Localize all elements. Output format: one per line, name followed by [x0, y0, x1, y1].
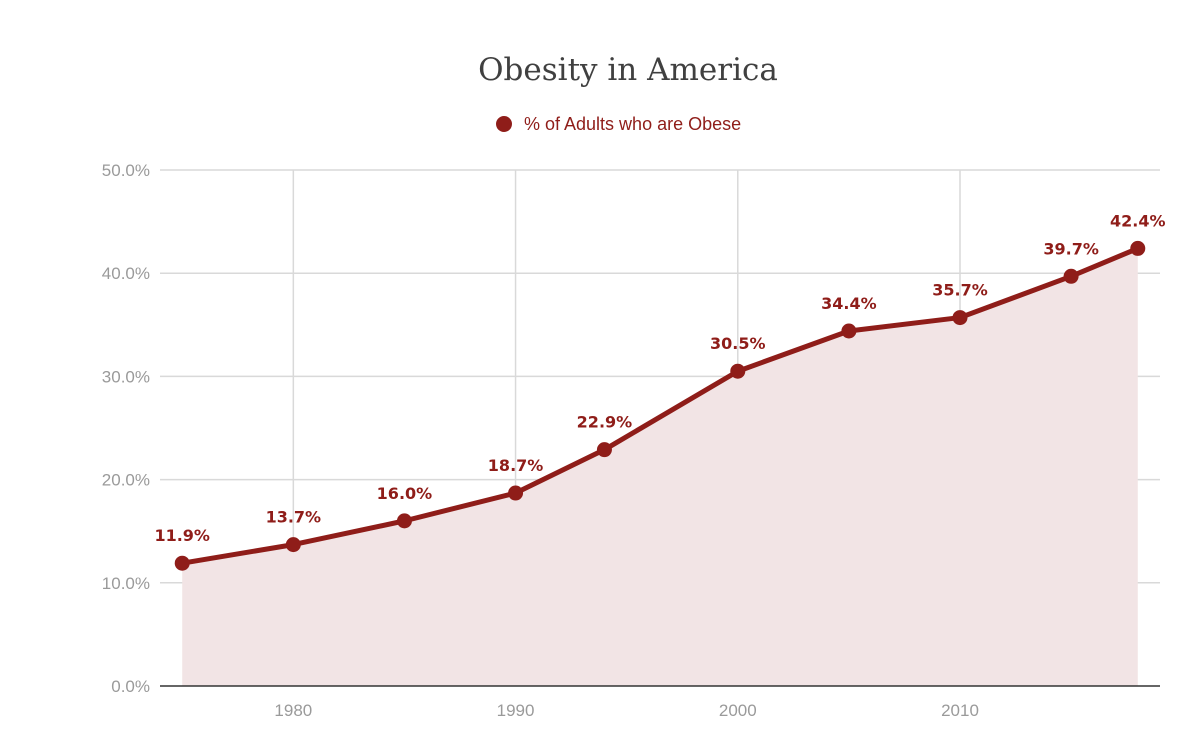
chart-title: Obesity in America	[478, 52, 778, 88]
data-point	[730, 363, 746, 379]
y-tick-label: 0.0%	[111, 677, 150, 696]
data-label: 13.7%	[266, 508, 322, 527]
data-point	[1130, 240, 1146, 256]
data-point	[396, 513, 412, 529]
y-tick-label: 10.0%	[102, 574, 150, 593]
x-tick-label: 2010	[941, 701, 979, 720]
data-label: 18.7%	[488, 456, 544, 475]
data-label: 42.4%	[1110, 211, 1166, 230]
data-label-layer: 11.9% 13.7% 16.0% 18.7% 22.9% 30.5% 34.4% 35.7%…	[154, 211, 1165, 545]
data-label: 11.9%	[154, 526, 210, 545]
data-point	[285, 537, 301, 553]
legend: % of Adults who are Obese	[496, 114, 741, 134]
data-point	[1063, 268, 1079, 284]
data-point	[174, 555, 190, 571]
data-label: 34.4%	[821, 294, 877, 313]
legend-marker-icon	[496, 116, 512, 132]
y-tick-label: 50.0%	[102, 161, 150, 180]
legend-label: % of Adults who are Obese	[524, 114, 741, 134]
data-point	[508, 485, 524, 501]
data-label: 22.9%	[577, 413, 633, 432]
point-layer	[174, 240, 1146, 571]
x-tick-label: 2000	[719, 701, 757, 720]
data-point	[596, 442, 612, 458]
data-label: 35.7%	[932, 281, 988, 300]
data-label: 39.7%	[1043, 239, 1099, 258]
x-tick-label: 1990	[497, 701, 535, 720]
data-label: 16.0%	[377, 484, 433, 503]
area-layer	[182, 248, 1138, 686]
series-line	[179, 245, 1141, 566]
line-layer	[179, 245, 1141, 566]
y-tick-label: 20.0%	[102, 471, 150, 490]
data-label: 30.5%	[710, 334, 766, 353]
x-tick-label: 1980	[274, 701, 312, 720]
y-tick-label: 30.0%	[102, 367, 150, 386]
y-tick-label: 40.0%	[102, 264, 150, 283]
data-point	[841, 323, 857, 339]
axis-layer: 0.0% 10.0% 20.0% 30.0% 40.0% 50.0% 1980 1990 200…	[102, 161, 1160, 720]
data-point	[952, 310, 968, 326]
series-area	[182, 248, 1138, 686]
